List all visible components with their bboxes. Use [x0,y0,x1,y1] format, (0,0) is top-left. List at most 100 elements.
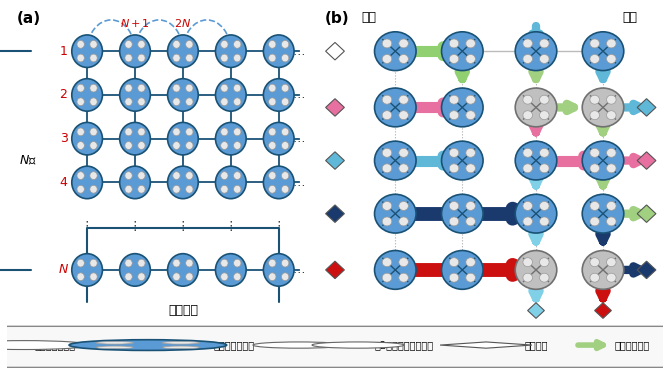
Circle shape [77,259,84,267]
Text: ：量子光パルス: ：量子光パルス [35,340,76,350]
Circle shape [125,185,132,193]
Polygon shape [528,303,544,318]
Circle shape [399,148,409,157]
Circle shape [125,54,132,62]
Circle shape [590,39,600,48]
Circle shape [120,79,150,111]
Circle shape [90,41,97,48]
Circle shape [590,148,600,157]
Circle shape [466,148,476,157]
Circle shape [173,185,180,193]
Circle shape [606,111,616,120]
Circle shape [281,172,289,180]
Circle shape [590,164,600,173]
Circle shape [173,84,180,92]
Circle shape [90,142,97,150]
Circle shape [234,172,241,180]
Circle shape [515,141,557,180]
Circle shape [539,258,549,267]
Circle shape [138,54,145,62]
Circle shape [449,111,459,120]
Circle shape [399,258,409,267]
Circle shape [72,122,103,155]
Circle shape [281,41,289,48]
Circle shape [162,341,200,344]
Circle shape [449,95,459,104]
Text: ⋮: ⋮ [273,220,285,232]
Circle shape [77,172,84,180]
Circle shape [382,273,392,282]
Polygon shape [637,152,656,169]
Circle shape [466,202,476,211]
Circle shape [523,95,533,104]
Circle shape [220,185,228,193]
Circle shape [90,98,97,106]
Circle shape [138,41,145,48]
Circle shape [173,142,180,150]
Circle shape [120,254,150,286]
Circle shape [590,111,600,120]
Circle shape [399,111,409,120]
Circle shape [523,111,533,120]
Circle shape [582,88,624,127]
Circle shape [269,273,276,280]
Circle shape [539,111,549,120]
Circle shape [168,35,198,67]
Circle shape [125,259,132,267]
Polygon shape [326,99,344,116]
Text: …: … [293,45,306,58]
Circle shape [382,39,392,48]
Circle shape [168,79,198,111]
Circle shape [125,128,132,136]
Circle shape [186,273,193,280]
Circle shape [382,54,392,63]
Polygon shape [326,42,344,60]
Circle shape [138,84,145,92]
Circle shape [606,54,616,63]
Circle shape [138,142,145,150]
Circle shape [449,148,459,157]
Circle shape [281,128,289,136]
Circle shape [72,79,103,111]
Circle shape [77,98,84,106]
Circle shape [77,54,84,62]
Circle shape [216,79,246,111]
Text: ：マクロノード: ：マクロノード [214,340,255,350]
Circle shape [234,54,241,62]
Circle shape [442,194,483,233]
Circle shape [382,164,392,173]
Circle shape [173,41,180,48]
Text: 出力: 出力 [622,10,637,23]
Circle shape [173,172,180,180]
Circle shape [606,164,616,173]
Circle shape [382,202,392,211]
Circle shape [0,341,90,350]
Circle shape [216,122,246,155]
Circle shape [234,41,241,48]
Circle shape [449,54,459,63]
Circle shape [220,128,228,136]
Circle shape [173,259,180,267]
Circle shape [220,259,228,267]
Circle shape [173,54,180,62]
Circle shape [90,172,97,180]
Circle shape [186,259,193,267]
Circle shape [539,54,549,63]
Circle shape [442,88,483,127]
Circle shape [138,98,145,106]
Circle shape [120,35,150,67]
Circle shape [168,166,198,199]
Circle shape [77,41,84,48]
Circle shape [466,111,476,120]
Circle shape [281,98,289,106]
Circle shape [375,141,416,180]
Circle shape [234,128,241,136]
Circle shape [269,142,276,150]
Circle shape [90,84,97,92]
Circle shape [138,128,145,136]
Text: ⋮: ⋮ [129,220,141,232]
Circle shape [234,142,241,150]
Circle shape [263,166,294,199]
Circle shape [539,95,549,104]
Circle shape [90,185,97,193]
